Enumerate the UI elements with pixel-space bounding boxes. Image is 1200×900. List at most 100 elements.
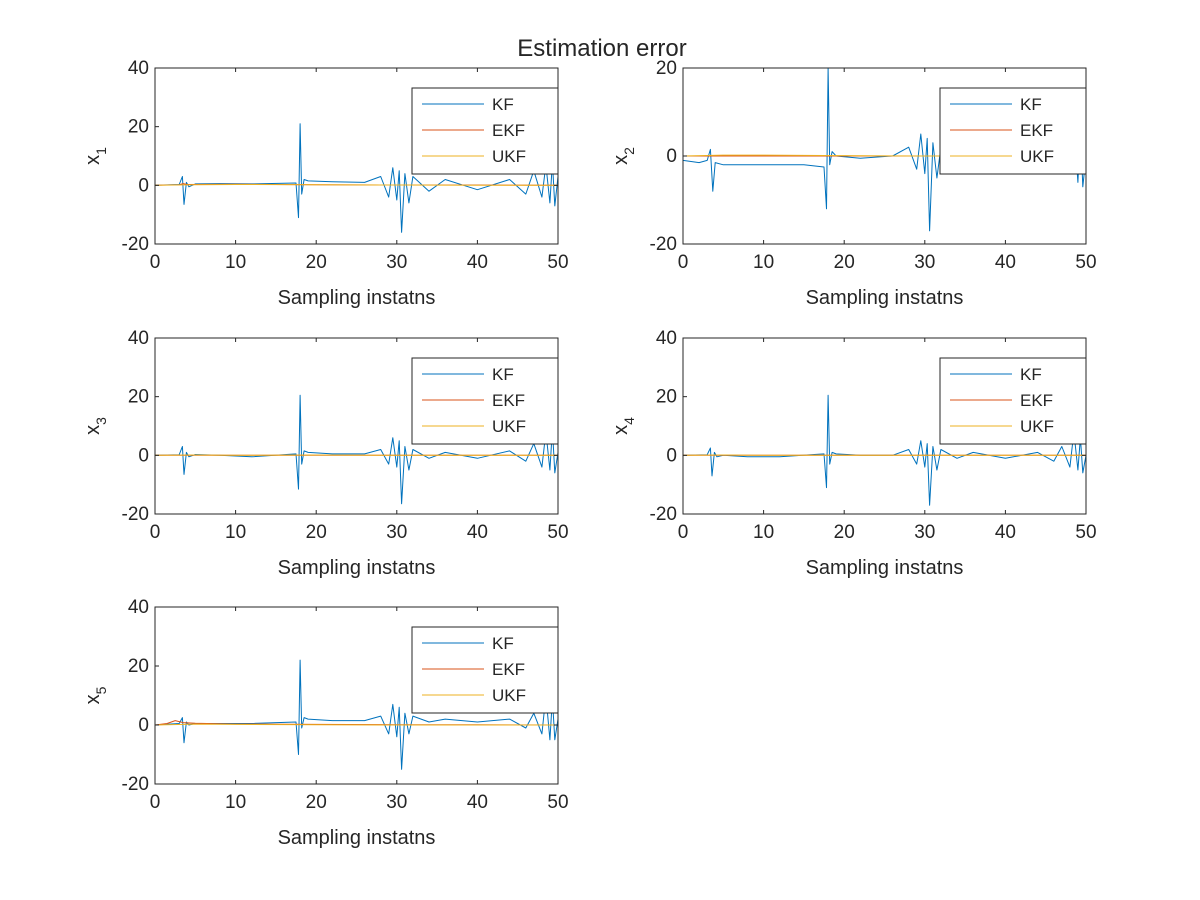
legend-label-ekf: EKF	[492, 391, 525, 410]
y-tick-label: 20	[128, 117, 149, 138]
x-tick-label: 40	[467, 522, 488, 543]
x-axis-label: Sampling instatns	[278, 557, 436, 579]
legend-label-ukf: UKF	[1020, 417, 1054, 436]
x-tick-label: 10	[225, 252, 246, 273]
series-line-kf	[155, 123, 558, 233]
figure-title: Estimation error	[517, 35, 686, 62]
legend: KF EKF UKF	[411, 87, 559, 175]
y-tick-label: 0	[666, 146, 677, 167]
series-line-ukf	[155, 184, 558, 186]
legend-box	[411, 626, 559, 714]
series-group	[155, 394, 558, 505]
legend-box	[411, 357, 559, 445]
x-tick-label: 20	[306, 252, 327, 273]
x-tick-label: 20	[306, 522, 327, 543]
y-tick-label: 40	[128, 597, 149, 618]
x-tick-label: 0	[150, 522, 161, 543]
y-axis-label-subscript: 3	[93, 417, 109, 425]
y-axis-label: x4	[610, 417, 637, 435]
legend-label-kf: KF	[492, 95, 514, 114]
legend-label-kf: KF	[1020, 95, 1042, 114]
legend-box	[411, 87, 559, 175]
x-tick-label: 20	[306, 792, 327, 813]
x-axis-label: Sampling instatns	[806, 557, 964, 579]
y-tick-label: 40	[128, 328, 149, 349]
y-tick-label: 20	[656, 387, 677, 408]
x-tick-label: 30	[386, 522, 407, 543]
y-tick-label: 0	[666, 445, 677, 466]
legend-label-kf: KF	[492, 365, 514, 384]
y-axis-label: x5	[82, 686, 109, 704]
series-group	[155, 123, 558, 233]
x-tick-label: 0	[150, 252, 161, 273]
y-axis-label-subscript: 5	[93, 686, 109, 694]
legend: KF EKF UKF	[939, 87, 1087, 175]
legend-label-kf: KF	[1020, 365, 1042, 384]
y-axis-label-subscript: 4	[621, 417, 637, 425]
y-axis-label-subscript: 1	[93, 147, 109, 155]
legend: KF EKF UKF	[411, 626, 559, 714]
x-tick-label: 0	[150, 792, 161, 813]
x-tick-label: 30	[386, 792, 407, 813]
legend: KF EKF UKF	[411, 357, 559, 445]
y-axis-label-subscript: 2	[621, 147, 637, 155]
series-line-ukf	[155, 723, 558, 726]
legend-label-kf: KF	[492, 634, 514, 653]
y-axis-label-base: x	[610, 155, 632, 165]
legend-label-ukf: UKF	[492, 686, 526, 705]
x-tick-label: 10	[225, 792, 246, 813]
y-axis-label-base: x	[82, 425, 104, 435]
legend-label-ukf: UKF	[1020, 147, 1054, 166]
legend-label-ukf: UKF	[492, 147, 526, 166]
y-axis-label-base: x	[610, 425, 632, 435]
legend-label-ekf: EKF	[492, 660, 525, 679]
y-tick-label: -20	[122, 774, 149, 795]
legend-label-ekf: EKF	[1020, 391, 1053, 410]
series-group	[155, 659, 558, 770]
y-tick-label: 20	[128, 656, 149, 677]
x-tick-label: 30	[386, 252, 407, 273]
x-tick-label: 30	[914, 522, 935, 543]
y-tick-label: 40	[128, 58, 149, 79]
legend-label-ekf: EKF	[492, 121, 525, 140]
x-tick-label: 50	[1075, 252, 1096, 273]
x-tick-label: 20	[834, 522, 855, 543]
x-tick-label: 10	[753, 252, 774, 273]
x-tick-label: 40	[995, 522, 1016, 543]
x-axis-label: Sampling instatns	[278, 287, 436, 309]
y-tick-label: 40	[656, 328, 677, 349]
y-tick-label: 0	[138, 715, 149, 736]
y-axis-label-base: x	[82, 694, 104, 704]
series-group	[683, 394, 1086, 506]
x-tick-label: 20	[834, 252, 855, 273]
x-tick-label: 30	[914, 252, 935, 273]
y-tick-label: 20	[128, 387, 149, 408]
x-tick-label: 50	[547, 522, 568, 543]
y-tick-label: -20	[122, 504, 149, 525]
legend-label-ekf: EKF	[1020, 121, 1053, 140]
x-tick-label: 0	[678, 252, 689, 273]
legend-box	[939, 357, 1087, 445]
x-tick-label: 0	[678, 522, 689, 543]
x-axis-label: Sampling instatns	[278, 827, 436, 849]
y-tick-label: -20	[650, 234, 677, 255]
x-tick-label: 40	[467, 792, 488, 813]
y-tick-label: 0	[138, 175, 149, 196]
y-tick-label: -20	[650, 504, 677, 525]
y-tick-label: -20	[122, 234, 149, 255]
x-tick-label: 40	[995, 252, 1016, 273]
y-tick-label: 20	[656, 58, 677, 79]
y-axis-label: x3	[82, 417, 109, 435]
x-tick-label: 40	[467, 252, 488, 273]
y-axis-label: x1	[82, 147, 109, 165]
y-tick-label: 0	[138, 445, 149, 466]
legend: KF EKF UKF	[939, 357, 1087, 445]
y-axis-label: x2	[610, 147, 637, 165]
